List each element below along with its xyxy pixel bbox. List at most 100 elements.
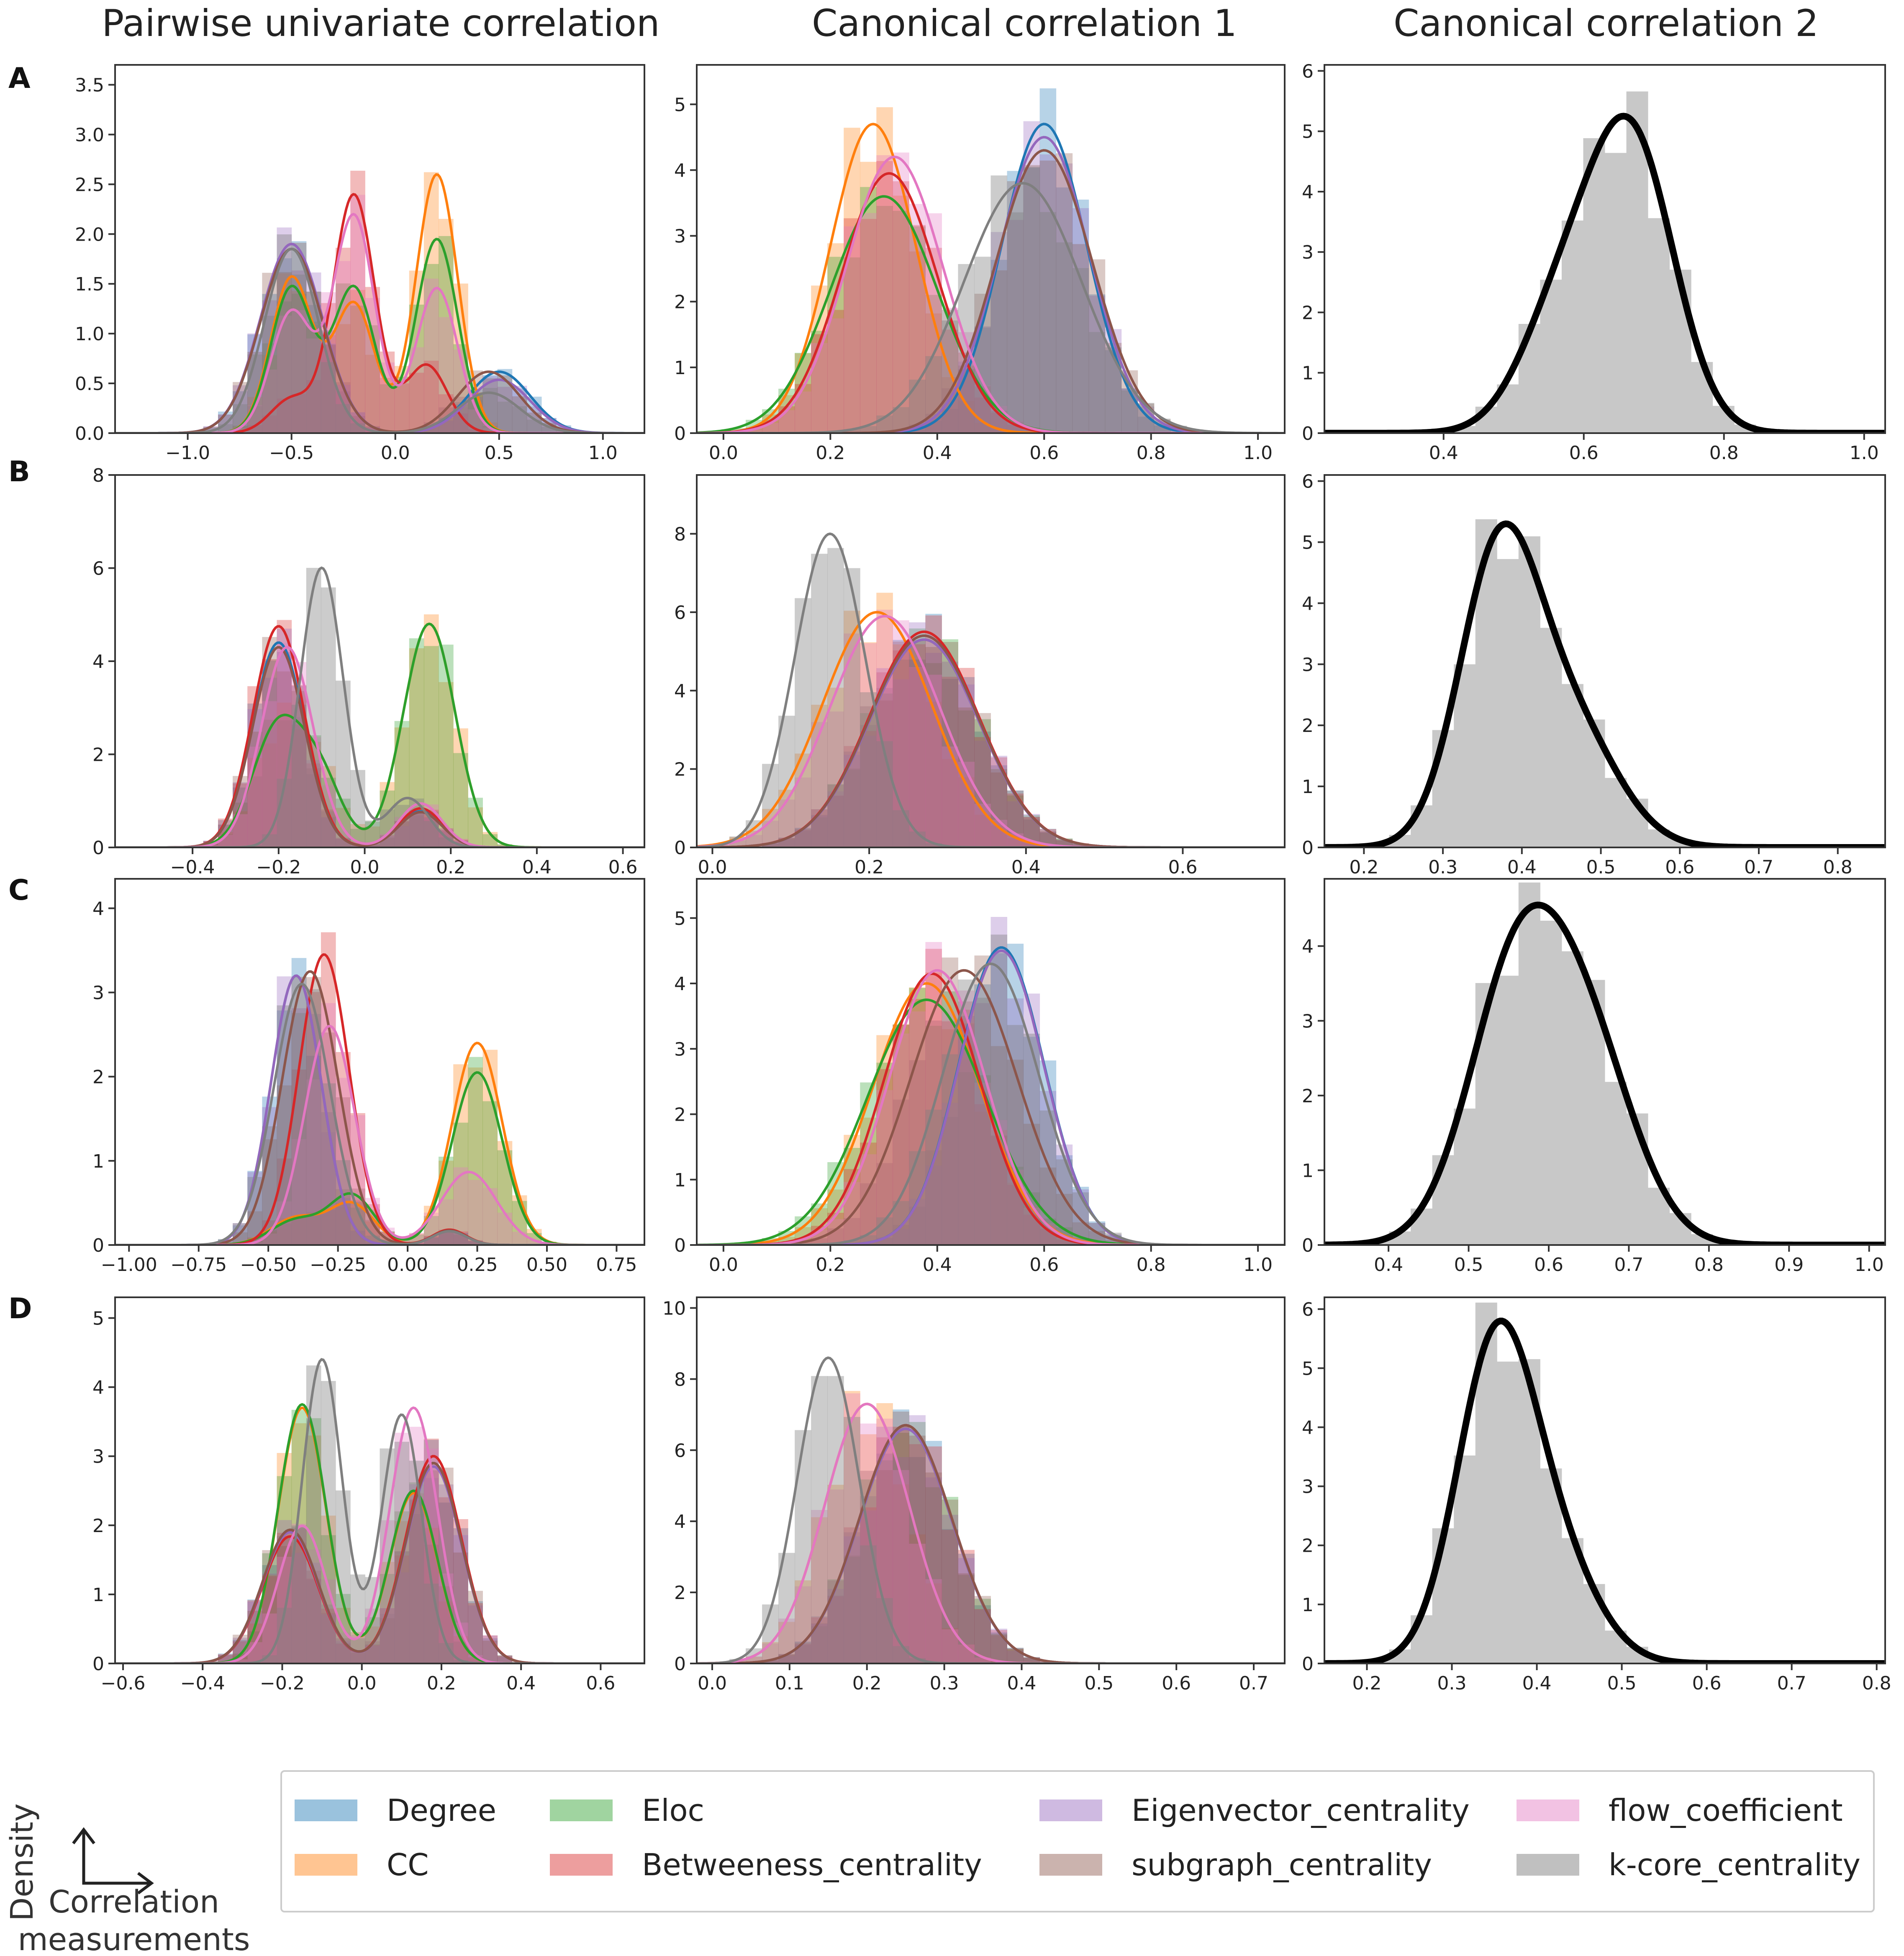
- hist-bar: [958, 1573, 975, 1663]
- legend-swatch-betweeness: [550, 1854, 613, 1876]
- hist-bar: [925, 615, 942, 847]
- panel-c-2-kde-eloc: [697, 998, 1285, 1245]
- panel-d-1: −0.6 −0.4 −0.2 0.0 0.2 0.4 0.6 0 1 2 3 4 5: [92, 1296, 645, 1694]
- hist-bar: [1669, 270, 1691, 433]
- hist-bar: [795, 1641, 811, 1663]
- panel-c-1-frame: [114, 878, 645, 1246]
- hist-bar: [497, 401, 513, 433]
- y-tick-label: 1: [92, 1584, 104, 1606]
- panel-c-3-hist-single: [1368, 882, 1735, 1245]
- hist-bar: [860, 1496, 877, 1663]
- panel-c-1: −1.00 −0.75 −0.50 −0.25 0.00 0.25 0.50 0.75 0 1 2 3…: [92, 878, 645, 1276]
- hist-bar: [423, 1584, 439, 1663]
- hist-bar: [811, 1510, 828, 1663]
- hist-bar: [1605, 153, 1627, 433]
- hist-bar: [453, 728, 468, 847]
- hist-bar: [942, 662, 958, 847]
- legend: Degree CC Eloc Betweeness_centrality Eig…: [280, 1770, 1875, 1912]
- x-tick-label: 0.4: [923, 1254, 952, 1276]
- hist-bar: [942, 759, 958, 847]
- hist-bar: [497, 1212, 513, 1245]
- hist-bar: [1039, 1218, 1057, 1245]
- x-tick-label: 0.6: [1665, 857, 1694, 878]
- hist-bar: [827, 310, 844, 433]
- panels-group: −1.0 −0.5 0.0 0.5 1.0 0.0 0.5 1.0 1.5 2.0 2.5 3.0 3.…: [75, 61, 1891, 1694]
- panel-d-2-hist-eigenvector-centrality: [762, 1415, 1040, 1663]
- hist-bar: [827, 1376, 844, 1663]
- y-tick-label: 5: [1302, 532, 1314, 553]
- x-tick-label: 1.0: [1243, 442, 1273, 464]
- hist-bar: [844, 1557, 860, 1663]
- hist-bar: [942, 1054, 958, 1245]
- panel-c-2-marks: [697, 917, 1285, 1245]
- hist-bar: [990, 429, 1008, 433]
- y-tick-label: 4: [1302, 182, 1314, 203]
- hist-bar: [860, 731, 877, 847]
- x-tick-label: 1.0: [1243, 1254, 1273, 1276]
- y-tick-label: 3: [1302, 654, 1314, 675]
- hist-bar: [394, 1572, 410, 1663]
- hist-bar: [811, 331, 828, 433]
- y-tick-label: 4: [1302, 1417, 1314, 1438]
- panel-d-2: 0.0 0.1 0.2 0.3 0.4 0.5 0.6 0.7 0 2 4 6 8 10: [662, 1296, 1286, 1694]
- hist-bar: [925, 675, 942, 847]
- x-tick-label: 0.2: [816, 1254, 845, 1276]
- x-tick-label: 0.2: [1349, 857, 1378, 878]
- hist-bar: [1007, 1182, 1024, 1245]
- hist-bar: [277, 301, 292, 433]
- hist-bar: [1072, 844, 1089, 847]
- x-tick-label: 0.4: [1374, 1254, 1403, 1276]
- hist-bar: [811, 1376, 828, 1663]
- panel-a-2-hist-flow-coefficient: [746, 152, 1040, 433]
- panel-b-3: 0.2 0.3 0.4 0.5 0.6 0.7 0.8 0 1 2 3 4 5 6: [1302, 471, 1886, 878]
- y-tick-label: 2: [92, 1515, 104, 1537]
- hist-bar: [958, 684, 975, 847]
- hist-bar: [990, 1630, 1008, 1663]
- y-tick-label: 1.5: [75, 274, 104, 295]
- hist-bar: [277, 1546, 292, 1663]
- x-tick-label: 0.2: [436, 857, 465, 878]
- x-tick-label: −1.00: [101, 1254, 157, 1276]
- hist-bar: [439, 1199, 454, 1245]
- hist-bar: [778, 839, 795, 847]
- y-tick-label: 3: [92, 1446, 104, 1468]
- hist-bar: [482, 1101, 498, 1245]
- hist-bar: [925, 1020, 942, 1245]
- hist-bar: [306, 1563, 321, 1663]
- y-tick-label: 4: [674, 160, 686, 181]
- hist-bar: [925, 653, 942, 847]
- hist-bar: [321, 1208, 336, 1245]
- panel-a-3-marks: [1324, 91, 1885, 433]
- x-tick-label: 0.3: [1428, 857, 1458, 878]
- legend-swatch-degree: [295, 1799, 357, 1821]
- hist-bar: [860, 187, 877, 433]
- y-tick-label: 4: [674, 1511, 686, 1532]
- hist-bar: [893, 181, 909, 433]
- hist-bar: [958, 979, 975, 1245]
- hist-bar: [974, 1003, 991, 1245]
- hist-bar: [1518, 324, 1540, 433]
- hist-bar: [1023, 843, 1040, 847]
- hist-bar: [365, 1242, 380, 1245]
- hist-bar: [876, 593, 893, 847]
- x-tick-label: 0.5: [1607, 1673, 1637, 1694]
- panel-d-2-hist-eloc: [762, 1422, 1040, 1663]
- hist-bar: [1411, 1615, 1433, 1663]
- panel-d-1-frame: [114, 1296, 645, 1664]
- panel-b-2-marks: [697, 532, 1285, 847]
- hist-bar: [860, 725, 877, 847]
- y-tick-label: 5: [1302, 121, 1314, 143]
- hist-bar: [860, 213, 877, 433]
- hist-bar: [365, 1242, 380, 1245]
- hist-bar: [1561, 220, 1583, 433]
- hist-bar: [974, 984, 991, 1245]
- y-tick-label: 2: [674, 759, 686, 780]
- hist-bar: [990, 953, 1008, 1245]
- hist-bar: [811, 1617, 828, 1663]
- hist-bar: [1454, 664, 1476, 847]
- y-tick-label: 4: [92, 1377, 104, 1399]
- hist-bar: [844, 768, 860, 847]
- hist-bar: [291, 243, 307, 433]
- hist-bar: [827, 318, 844, 433]
- column-title-2: Canonical correlation 1: [812, 2, 1237, 45]
